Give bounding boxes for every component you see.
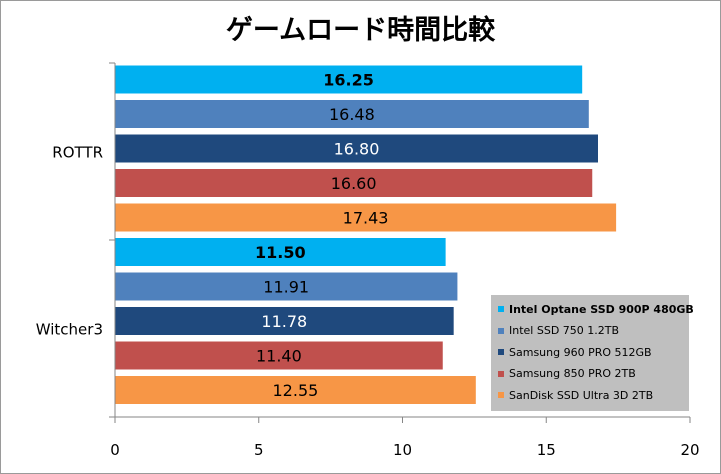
legend-label: Samsung 850 PRO 2TB [509,367,636,380]
data-label: 16.48 [329,105,375,124]
legend-item: Intel Optane SSD 900P 480GB [498,301,694,317]
data-label: 12.55 [273,381,319,400]
chart-title: ゲームロード時間比較 [225,15,496,46]
legend: Intel Optane SSD 900P 480GB Intel SSD 750… [491,295,694,411]
category-label: Witcher3 [36,321,103,339]
legend-label: Samsung 960 PRO 512GB [509,345,652,359]
x-tick-label: 10 [393,441,412,459]
legend-item: SanDisk SSD Ultra 3D 2TB [498,387,653,403]
bar [115,272,458,301]
legend-swatch [498,370,504,377]
data-label: 11.91 [263,278,309,297]
legend-label: Intel Optane SSD 900P 480GB [509,302,694,316]
bar [115,65,583,94]
data-label: 11.78 [261,312,307,331]
bar [115,134,598,163]
data-label: 16.80 [334,140,380,159]
bar [115,203,617,232]
x-tick-label: 20 [680,441,699,459]
bar [115,238,446,266]
data-label: 16.60 [331,174,377,193]
legend-swatch [498,349,504,355]
bar [115,307,454,335]
legend-item: Intel SSD 750 1.2TB [498,323,619,339]
legend-swatch [498,392,504,398]
legend-swatch [498,327,504,334]
legend-item: Samsung 960 PRO 512GB [498,344,652,360]
legend-label: Intel SSD 750 1.2TB [509,324,620,337]
legend-item: Samsung 850 PRO 2TB [498,366,636,382]
data-label: 11.40 [256,347,302,366]
bar [115,100,589,128]
x-tick-label: 5 [254,441,264,459]
category-label: ROTTR [52,144,103,162]
legend-label: SanDisk SSD Ultra 3D 2TB [509,388,654,402]
x-tick-label: 15 [537,441,556,459]
x-tick-label: 0 [110,441,120,459]
bar [115,341,443,370]
legend-swatch [498,306,504,312]
bar [115,169,593,197]
data-label: 17.43 [343,209,389,228]
data-label: 16.25 [323,71,374,90]
data-label: 11.50 [255,243,306,262]
bar [115,376,476,404]
